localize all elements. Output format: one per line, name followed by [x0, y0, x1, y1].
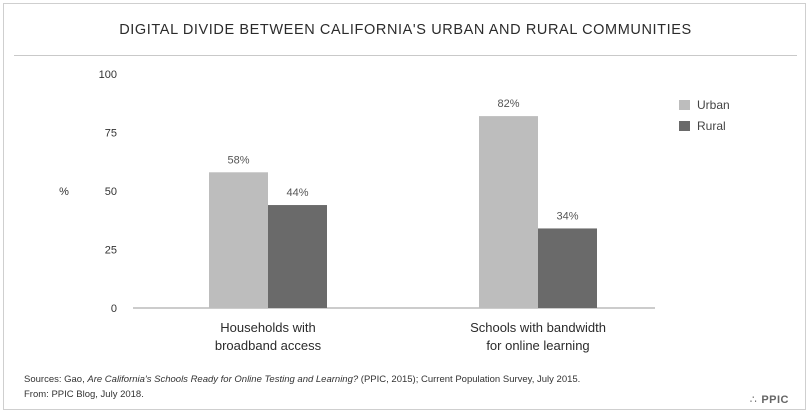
- bar-rural: [268, 205, 327, 308]
- legend: Urban Rural: [679, 94, 730, 136]
- x-tick-label: Schools with bandwidth: [470, 320, 606, 335]
- ppic-logo-text: PPIC: [761, 394, 789, 406]
- bar-rural: [538, 228, 597, 308]
- x-tick-label: broadband access: [215, 338, 322, 353]
- data-label: 58%: [227, 154, 249, 166]
- data-label: 34%: [556, 210, 578, 222]
- y-tick-label: 100: [99, 69, 117, 81]
- legend-label-rural: Rural: [697, 118, 726, 133]
- y-tick-label: 50: [105, 186, 117, 198]
- legend-label-urban: Urban: [697, 97, 730, 112]
- x-tick-label: for online learning: [486, 338, 589, 353]
- bar-urban: [209, 172, 268, 308]
- from-line: From: PPIC Blog, July 2018.: [24, 389, 144, 400]
- chart-title: DIGITAL DIVIDE BETWEEN CALIFORNIA'S URBA…: [119, 22, 692, 38]
- ppic-logo: ∴ PPIC: [750, 393, 789, 406]
- sources-report-title: Are California's Schools Ready for Onlin…: [87, 374, 359, 385]
- data-label: 82%: [497, 98, 519, 110]
- chart-frame: [3, 3, 806, 410]
- y-tick-label: 75: [105, 128, 117, 140]
- bar-urban: [479, 116, 538, 309]
- y-axis-label: %: [59, 186, 69, 198]
- x-tick-label: Households with: [220, 320, 315, 335]
- title-divider: [14, 55, 797, 56]
- legend-swatch-urban: [679, 99, 690, 110]
- y-tick-label: 0: [111, 303, 117, 315]
- sources-footer: Sources: Gao, Are California's Schools R…: [24, 372, 580, 402]
- ppic-logo-mark-icon: ∴: [749, 394, 758, 406]
- sources-line: Sources: Gao, Are California's Schools R…: [24, 372, 580, 387]
- legend-item-urban: Urban: [679, 94, 730, 115]
- data-label: 44%: [286, 187, 308, 199]
- legend-swatch-rural: [679, 120, 690, 131]
- sources-suffix: (PPIC, 2015); Current Population Survey,…: [358, 374, 581, 385]
- y-tick-label: 25: [105, 245, 117, 257]
- sources-prefix: Sources: Gao,: [24, 374, 88, 385]
- legend-item-rural: Rural: [679, 115, 730, 136]
